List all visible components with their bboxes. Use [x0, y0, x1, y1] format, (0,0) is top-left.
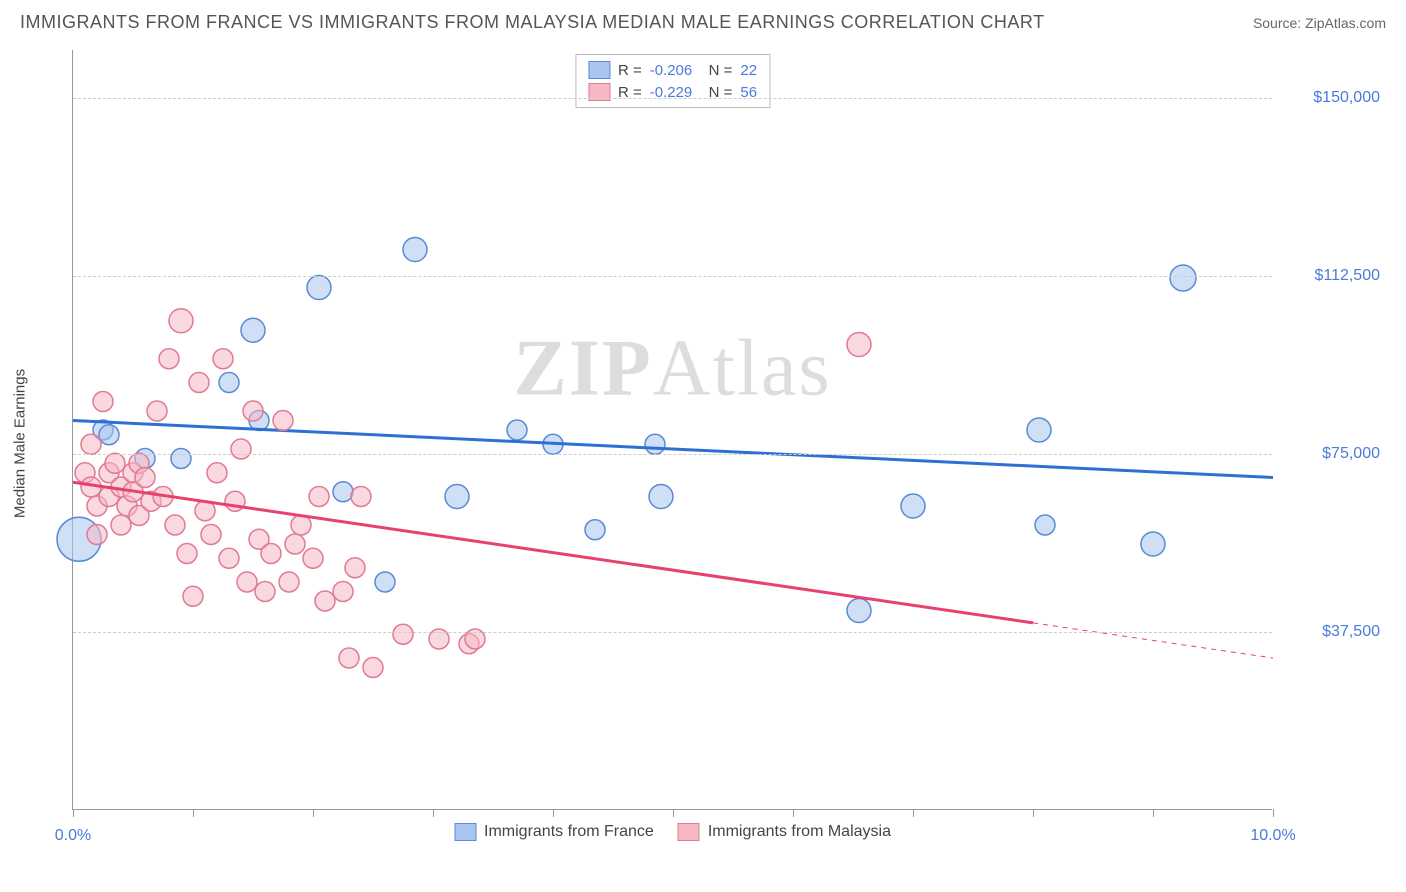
- data-point: [649, 485, 673, 509]
- data-point: [273, 411, 293, 431]
- chart-container: Median Male Earnings ZIPAtlas R = -0.206…: [52, 50, 1382, 820]
- data-point: [81, 434, 101, 454]
- data-point: [507, 420, 527, 440]
- plot-svg: [73, 50, 1272, 809]
- data-point: [1035, 515, 1055, 535]
- trend-line: [73, 421, 1273, 478]
- stat-n-value: 22: [740, 62, 757, 79]
- data-point: [1170, 265, 1196, 291]
- data-point: [231, 439, 251, 459]
- data-point: [645, 434, 665, 454]
- grid-line: [73, 276, 1272, 277]
- data-point: [237, 572, 257, 592]
- x-tick: [73, 809, 74, 817]
- data-point: [285, 534, 305, 554]
- data-point: [213, 349, 233, 369]
- stats-row: R = -0.206 N = 22: [588, 59, 757, 81]
- data-point: [219, 548, 239, 568]
- data-point: [243, 401, 263, 421]
- data-point: [847, 599, 871, 623]
- x-tick: [193, 809, 194, 817]
- data-point: [1027, 418, 1051, 442]
- data-point: [93, 392, 113, 412]
- y-axis-label: Median Male Earnings: [12, 369, 29, 518]
- x-tick: [673, 809, 674, 817]
- trend-line-extrapolated: [1033, 623, 1273, 658]
- x-tick: [313, 809, 314, 817]
- data-point: [847, 333, 871, 357]
- data-point: [445, 485, 469, 509]
- data-point: [403, 238, 427, 262]
- legend-item: Immigrants from Malaysia: [678, 823, 891, 841]
- legend-swatch: [454, 823, 476, 841]
- data-point: [105, 453, 125, 473]
- stats-legend: R = -0.206 N = 22R = -0.229 N = 56: [575, 54, 770, 108]
- data-point: [169, 309, 193, 333]
- stat-n-label: N =: [700, 62, 732, 79]
- x-tick-label: 0.0%: [55, 827, 91, 845]
- grid-line: [73, 454, 1272, 455]
- data-point: [201, 525, 221, 545]
- y-tick-label: $150,000: [1313, 89, 1380, 107]
- data-point: [901, 494, 925, 518]
- data-point: [99, 425, 119, 445]
- data-point: [333, 482, 353, 502]
- data-point: [351, 487, 371, 507]
- data-point: [345, 558, 365, 578]
- data-point: [1141, 532, 1165, 556]
- legend-item: Immigrants from France: [454, 823, 654, 841]
- data-point: [309, 487, 329, 507]
- x-tick: [433, 809, 434, 817]
- stats-row: R = -0.229 N = 56: [588, 81, 757, 103]
- data-point: [111, 515, 131, 535]
- x-tick: [553, 809, 554, 817]
- stat-r-value: -0.206: [650, 62, 693, 79]
- data-point: [315, 591, 335, 611]
- x-tick: [1273, 809, 1274, 817]
- data-point: [159, 349, 179, 369]
- chart-title: IMMIGRANTS FROM FRANCE VS IMMIGRANTS FRO…: [20, 12, 1045, 33]
- bottom-legend: Immigrants from France Immigrants from Ma…: [454, 823, 891, 841]
- x-tick: [913, 809, 914, 817]
- data-point: [189, 373, 209, 393]
- grid-line: [73, 632, 1272, 633]
- data-point: [393, 624, 413, 644]
- data-point: [171, 449, 191, 469]
- y-tick-label: $112,500: [1314, 267, 1380, 285]
- data-point: [165, 515, 185, 535]
- stat-r-label: R =: [618, 62, 642, 79]
- x-tick-label: 10.0%: [1250, 827, 1295, 845]
- data-point: [255, 582, 275, 602]
- data-point: [303, 548, 323, 568]
- grid-line: [73, 98, 1272, 99]
- legend-swatch: [678, 823, 700, 841]
- data-point: [183, 586, 203, 606]
- data-point: [87, 525, 107, 545]
- source-label: Source: ZipAtlas.com: [1253, 15, 1386, 31]
- y-tick-label: $75,000: [1322, 445, 1380, 463]
- x-tick: [1153, 809, 1154, 817]
- legend-label: Immigrants from France: [484, 823, 654, 841]
- plot-area: ZIPAtlas R = -0.206 N = 22R = -0.229 N =…: [72, 50, 1272, 810]
- data-point: [307, 276, 331, 300]
- legend-label: Immigrants from Malaysia: [708, 823, 891, 841]
- data-point: [261, 544, 281, 564]
- data-point: [333, 582, 353, 602]
- trend-line: [73, 482, 1033, 623]
- data-point: [585, 520, 605, 540]
- legend-swatch: [588, 61, 610, 79]
- data-point: [375, 572, 395, 592]
- data-point: [207, 463, 227, 483]
- data-point: [177, 544, 197, 564]
- data-point: [219, 373, 239, 393]
- data-point: [135, 468, 155, 488]
- data-point: [363, 658, 383, 678]
- y-tick-label: $37,500: [1322, 623, 1380, 641]
- data-point: [279, 572, 299, 592]
- data-point: [241, 318, 265, 342]
- x-tick: [1033, 809, 1034, 817]
- data-point: [147, 401, 167, 421]
- data-point: [339, 648, 359, 668]
- x-tick: [793, 809, 794, 817]
